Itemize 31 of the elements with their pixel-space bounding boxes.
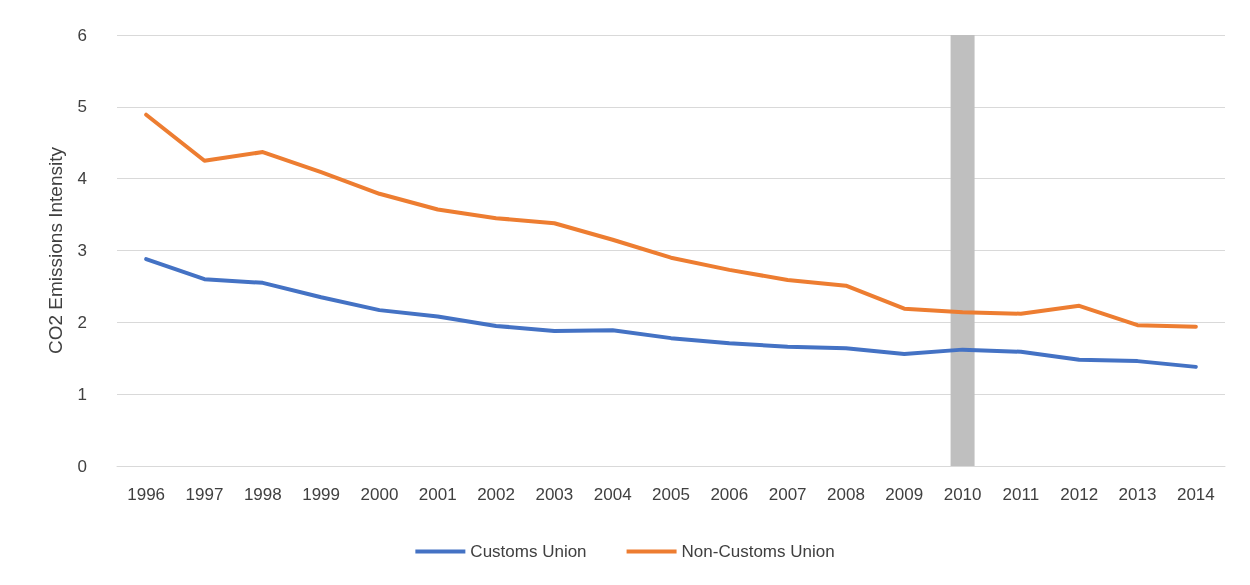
x-tick-label: 2001 bbox=[418, 485, 457, 504]
x-tick-label: 2006 bbox=[710, 485, 749, 504]
x-tick-label: 2007 bbox=[768, 485, 807, 504]
x-tick-label: 2002 bbox=[477, 485, 515, 504]
y-tick-label: 1 bbox=[77, 384, 87, 404]
x-tick-label: 2011 bbox=[1002, 485, 1040, 504]
x-tick-label: 1998 bbox=[243, 485, 282, 504]
x-tick-label: 2010 bbox=[943, 485, 982, 504]
y-tick-label: 5 bbox=[77, 97, 87, 117]
x-tick-label: 1999 bbox=[302, 485, 341, 504]
legend-label: Non-Customs Union bbox=[681, 542, 835, 561]
y-tick-label: 0 bbox=[77, 456, 87, 476]
y-axis-title: CO2 Emissions Intensity bbox=[45, 146, 66, 354]
x-tick-label: 2008 bbox=[827, 485, 865, 504]
x-tick-label: 1996 bbox=[127, 485, 166, 504]
x-tick-label: 2012 bbox=[1060, 485, 1099, 504]
y-tick-label: 6 bbox=[77, 25, 87, 45]
x-tick-label: 2004 bbox=[593, 485, 632, 504]
line-series bbox=[144, 257, 1198, 369]
x-tick-label: 2009 bbox=[885, 485, 924, 504]
x-tick-label: 2013 bbox=[1118, 485, 1157, 504]
x-tick-label: 2014 bbox=[1176, 485, 1215, 504]
y-tick-label: 2 bbox=[77, 312, 87, 332]
y-tick-label: 3 bbox=[77, 241, 87, 260]
y-tick-label: 4 bbox=[77, 169, 87, 189]
x-tick-label: 2005 bbox=[652, 485, 690, 504]
x-tick-label: 2003 bbox=[535, 485, 574, 504]
x-tick-label: 2000 bbox=[360, 485, 399, 504]
line-series bbox=[144, 112, 1198, 329]
legend-label: Customs Union bbox=[470, 542, 587, 561]
x-tick-label: 1997 bbox=[185, 485, 224, 504]
